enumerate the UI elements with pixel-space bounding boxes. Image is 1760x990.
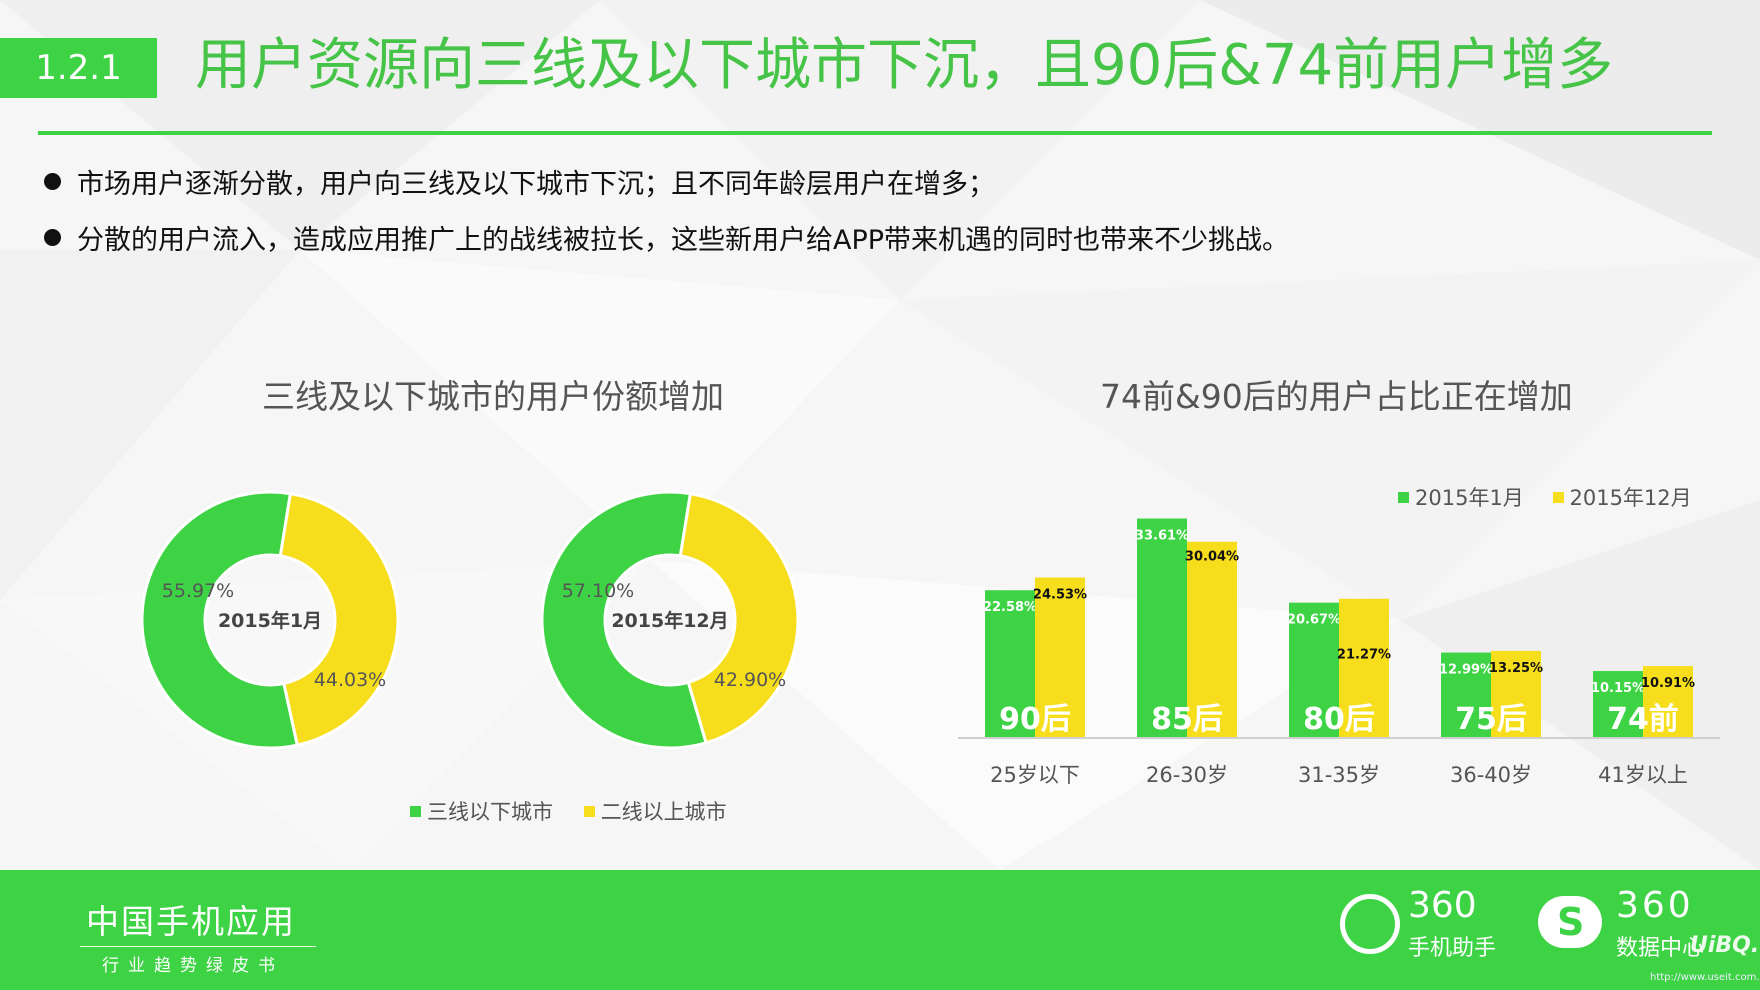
x-tick-label: 41岁以上 <box>1598 763 1688 787</box>
logo1-text: 360 <box>1408 885 1477 926</box>
bullet-dot-icon <box>44 229 61 246</box>
360-data-center-logo-icon <box>1538 896 1602 948</box>
generation-label: 80后 <box>1303 702 1375 737</box>
footer-divider <box>80 946 316 947</box>
generation-label: 85后 <box>1151 702 1223 737</box>
bullet-item-2: 分散的用户流入，造成应用推广上的战线被拉长，这些新用户给APP带来机遇的同时也带… <box>44 218 1289 257</box>
bar-jan <box>985 590 1035 737</box>
x-tick-label: 36-40岁 <box>1450 763 1532 787</box>
donut-legend: 三线以下城市 二线以上城市 <box>410 796 727 826</box>
bar-value-label: 30.04% <box>1185 550 1239 565</box>
donut-slice-lower-tier <box>540 490 708 750</box>
bar-value-label: 22.58% <box>983 600 1037 615</box>
donut-chart: 55.97% 44.03% 2015年1月 57.10% 42.90% 2015年12月 <box>140 490 800 750</box>
legend-swatch-green <box>1398 492 1409 503</box>
legend-swatch-yellow <box>583 806 595 817</box>
bullet-item-1: 市场用户逐渐分散，用户向三线及以下城市下沉；且不同年龄层用户在增多； <box>44 162 995 201</box>
logo2-s-glyph: S <box>1557 900 1585 944</box>
bar-jan <box>1593 671 1643 737</box>
donut-value-label-lower: 57.10% <box>562 580 634 602</box>
bar-value-label: 21.27% <box>1337 648 1391 663</box>
bullet-text-1: 市场用户逐渐分散，用户向三线及以下城市下沉；且不同年龄层用户在增多； <box>77 169 995 200</box>
bar-value-label: 13.25% <box>1489 661 1543 676</box>
bar-chart-title: 74前&90后的用户占比正在增加 <box>1100 377 1573 416</box>
bar-dec <box>1491 650 1541 737</box>
legend-swatch-yellow <box>1552 492 1564 503</box>
donut-value-label-upper: 42.90% <box>714 669 786 691</box>
donut-chart-title: 三线及以下城市的用户份额增加 <box>262 377 724 416</box>
donut-value-label-lower: 55.97% <box>162 580 234 602</box>
x-tick-label: 31-35岁 <box>1298 763 1380 787</box>
logo2-subtext: 数据中心 <box>1616 936 1705 961</box>
donut-legend-label-2: 二线以上城市 <box>600 800 727 824</box>
footer-bar: 中国手机应用 行业趋势绿皮书 360 手机助手 S 360 数据中心 UiBQ.… <box>0 870 1760 990</box>
bar-dec <box>1035 577 1085 737</box>
generation-label: 90后 <box>999 702 1071 737</box>
donut-center-label: 2015年1月 <box>218 609 322 632</box>
360-assistant-logo-icon <box>1340 894 1400 954</box>
bar-dec <box>1339 598 1389 737</box>
bullet-text-2: 分散的用户流入，造成应用推广上的战线被拉长，这些新用户给APP带来机遇的同时也带… <box>77 225 1290 256</box>
bar-value-label: 10.15% <box>1591 681 1645 696</box>
bar-jan <box>1137 518 1187 737</box>
bar-value-label: 12.99% <box>1439 663 1493 678</box>
generation-label: 75后 <box>1455 702 1527 737</box>
footer-subtitle: 行业趋势绿皮书 <box>102 956 284 976</box>
logo2-text: 360 <box>1616 885 1694 926</box>
page-title: 用户资源向三线及以下城市下沉，且90后&74前用户增多 <box>195 33 1614 98</box>
donut-slice-lower-tier <box>140 490 300 750</box>
donut-value-label-upper: 44.03% <box>314 669 386 691</box>
bar-jan <box>1289 602 1339 737</box>
donut-legend-label-1: 三线以下城市 <box>427 800 553 824</box>
bar-dec <box>1187 541 1237 737</box>
donut-slice-upper-tier <box>678 491 800 745</box>
bar-dec <box>1643 666 1693 737</box>
watermark-url: http://www.useit.com.cn <box>1650 972 1760 983</box>
bar-value-label: 33.61% <box>1135 529 1189 544</box>
bar-chart: 22.58%24.53% 90后 25岁以下 33.61% 30.04% 85后 26-30… <box>958 518 1720 787</box>
bar-value-label: 24.53% <box>1033 588 1087 603</box>
logo1-subtext: 手机助手 <box>1408 936 1497 961</box>
generation-label: 74前 <box>1607 702 1679 737</box>
section-number: 1.2.1 <box>0 38 157 98</box>
bar-jan <box>1441 652 1491 737</box>
bar-value-label: 10.91% <box>1641 676 1695 691</box>
footer-brand: 中国手机应用 <box>86 902 296 941</box>
x-tick-label: 26-30岁 <box>1146 763 1228 787</box>
bar-legend: 2015年1月 2015年12月 <box>1398 482 1692 512</box>
legend-swatch-green <box>410 806 421 817</box>
bar-legend-label-1: 2015年1月 <box>1415 486 1524 510</box>
x-tick-label: 25岁以下 <box>990 763 1080 787</box>
title-divider <box>38 131 1712 135</box>
bar-value-label: 20.67% <box>1287 613 1341 628</box>
bullet-dot-icon <box>44 173 61 190</box>
watermark: UiBQ.CoM <box>1690 933 1760 958</box>
donut-center-label: 2015年12月 <box>611 609 728 632</box>
donut-slice-upper-tier <box>278 491 400 747</box>
bar-legend-label-2: 2015年12月 <box>1569 486 1692 510</box>
